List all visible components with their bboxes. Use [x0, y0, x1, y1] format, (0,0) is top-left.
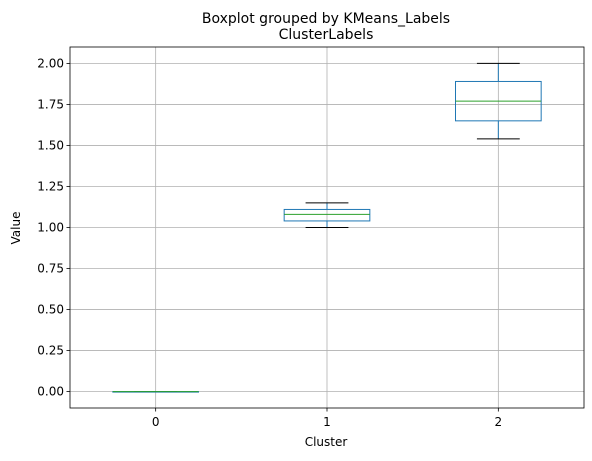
y-tick-label: 1.25 — [37, 179, 64, 193]
x-tick-label: 1 — [323, 415, 331, 429]
y-axis-ticks: 0.00 0.25 0.50 0.75 1.00 1.25 1.50 1.75 2.00 — [37, 56, 70, 399]
boxes-group — [112, 62, 542, 393]
y-tick-label: 1.75 — [37, 97, 64, 111]
y-tick-label: 2.00 — [37, 56, 64, 70]
y-tick-label: 0.25 — [37, 344, 64, 358]
chart-title: ClusterLabels — [279, 27, 374, 43]
chart-suptitle: Boxplot grouped by KMeans_Labels — [202, 11, 450, 27]
x-axis-label: Cluster — [305, 435, 348, 449]
y-tick-label: 1.00 — [37, 221, 64, 235]
x-tick-label: 0 — [152, 415, 160, 429]
y-tick-label: 0.50 — [37, 303, 64, 317]
y-axis-label: Value — [9, 212, 23, 245]
box — [283, 208, 371, 222]
y-tick-label: 1.50 — [37, 138, 64, 152]
y-tick-label: 0.75 — [37, 262, 64, 276]
x-tick-label: 2 — [495, 415, 503, 429]
x-axis-ticks: 0 1 2 — [152, 408, 502, 429]
y-tick-label: 0.00 — [37, 385, 64, 399]
